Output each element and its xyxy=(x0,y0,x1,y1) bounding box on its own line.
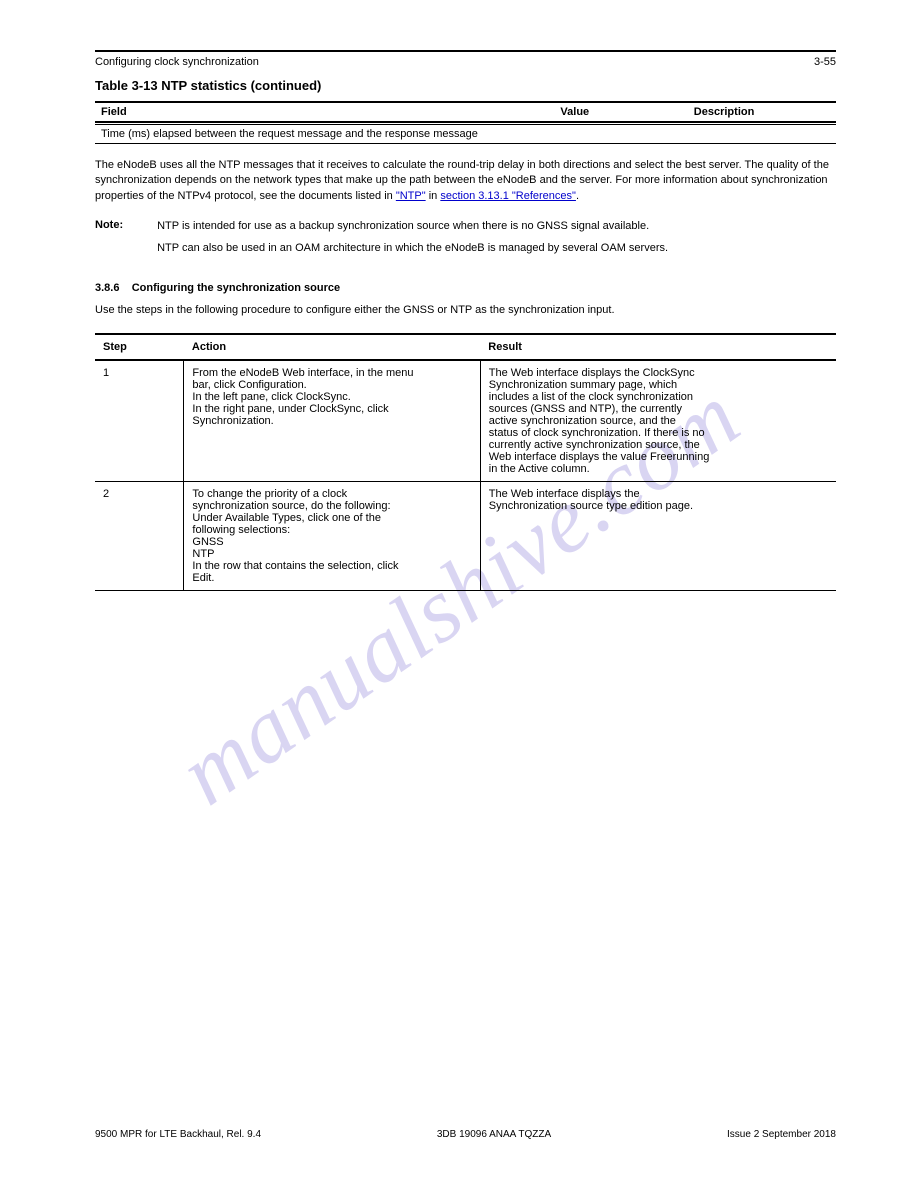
page-header: Configuring clock synchronization 3-55 xyxy=(95,56,836,68)
page-footer: 9500 MPR for LTE Backhaul, Rel. 9.4 3DB … xyxy=(95,1129,836,1140)
footer-center: 3DB 19096 ANAA TQZZA xyxy=(437,1129,551,1140)
procedure-table: Step Action Result 1From the eNodeB Web … xyxy=(95,333,836,591)
breadcrumb: Configuring clock synchronization xyxy=(95,56,259,68)
section-title: Configuring the synchronization source xyxy=(132,282,340,294)
para-text-2: in xyxy=(426,190,441,202)
link-references[interactable]: section 3.13.1 "References" xyxy=(440,190,576,202)
table1-col-desc: Description xyxy=(688,102,836,122)
ntp-statistics-table: Field Value Description Time (ms) elapse… xyxy=(95,101,836,144)
cell-result: The Web interface displays theSynchroniz… xyxy=(480,482,836,591)
cell-action: To change the priority of a clocksynchro… xyxy=(184,482,480,591)
footer-left: 9500 MPR for LTE Backhaul, Rel. 9.4 xyxy=(95,1129,261,1140)
page-container: Configuring clock synchronization 3-55 T… xyxy=(0,0,918,651)
cell-step: 1 xyxy=(95,360,184,482)
section-number: 3.8.6 xyxy=(95,282,119,294)
note-line-1: NTP is intended for use as a backup sync… xyxy=(157,219,668,235)
table-row: Time (ms) elapsed between the request me… xyxy=(95,124,836,143)
table-row: 1From the eNodeB Web interface, in the m… xyxy=(95,360,836,482)
note-body: NTP is intended for use as a backup sync… xyxy=(157,219,668,263)
cell-result: The Web interface displays the ClockSync… xyxy=(480,360,836,482)
table-row: 2To change the priority of a clocksynchr… xyxy=(95,482,836,591)
link-ntp[interactable]: "NTP" xyxy=(396,190,426,202)
note-label: Note: xyxy=(95,219,123,263)
note-line-2: NTP can also be used in an OAM architect… xyxy=(157,241,668,257)
cell-field: Time (ms) elapsed between the request me… xyxy=(95,124,554,143)
cell-action: From the eNodeB Web interface, in the me… xyxy=(184,360,480,482)
para-tail: . xyxy=(576,190,579,202)
table1-col-field: Field xyxy=(95,102,554,122)
section-body: Use the steps in the following procedure… xyxy=(95,303,836,319)
header-rule xyxy=(95,50,836,52)
note-block: Note: NTP is intended for use as a backu… xyxy=(95,219,836,263)
footer-right: Issue 2 September 2018 xyxy=(727,1129,836,1140)
section-heading-line: 3.8.6 Configuring the synchronization so… xyxy=(95,281,836,297)
table1-title: Table 3-13 NTP statistics (continued) xyxy=(95,78,836,93)
page-number-ref: 3-55 xyxy=(814,56,836,68)
table2-col-action: Action xyxy=(184,334,480,360)
cell-value xyxy=(554,124,687,143)
table2-col-result: Result xyxy=(480,334,836,360)
body-paragraph: The eNodeB uses all the NTP messages tha… xyxy=(95,158,836,206)
cell-desc xyxy=(688,124,836,143)
table1-col-value: Value xyxy=(554,102,687,122)
cell-step: 2 xyxy=(95,482,184,591)
table2-col-step: Step xyxy=(95,334,184,360)
